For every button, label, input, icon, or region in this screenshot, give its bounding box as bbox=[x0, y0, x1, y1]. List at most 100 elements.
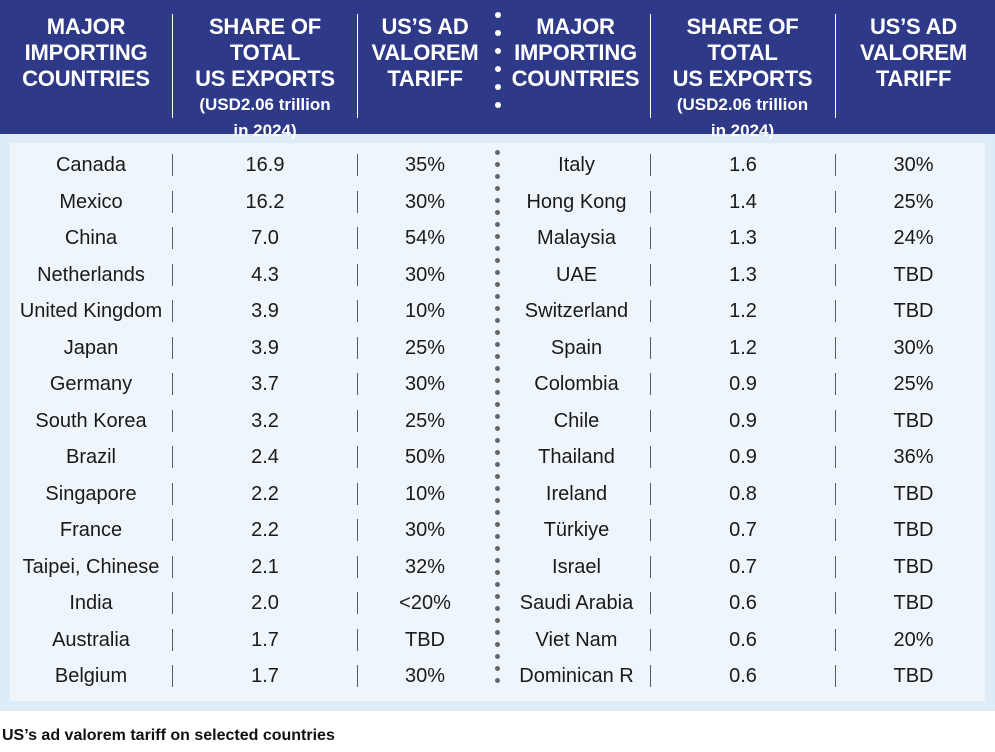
left-tariff-cell: TBD bbox=[405, 628, 445, 651]
divider-dot bbox=[495, 198, 500, 203]
column-divider bbox=[835, 409, 836, 432]
divider-dot bbox=[495, 582, 500, 587]
right-tariff-cell: 30% bbox=[893, 154, 934, 176]
column-divider bbox=[172, 665, 173, 687]
right-country-cell: Colombia bbox=[534, 373, 619, 395]
table-row: South Korea 3.2 25% Chile 0.9 TBD bbox=[0, 403, 995, 440]
divider-dot bbox=[495, 414, 500, 419]
left-country-cell: Japan bbox=[63, 336, 119, 359]
left-share-cell: 4.3 bbox=[251, 263, 279, 286]
right-share-cell: 0.9 bbox=[729, 446, 757, 468]
divider-dot bbox=[495, 246, 500, 251]
left-country-cell: Germany bbox=[49, 373, 133, 395]
right-tariff-cell: TBD bbox=[893, 592, 934, 614]
divider-dot bbox=[495, 594, 500, 599]
divider-dot bbox=[495, 318, 500, 323]
right-share-cell: 0.6 bbox=[729, 592, 757, 614]
header-countries-left: MAJOR IMPORTING COUNTRIES bbox=[0, 14, 172, 92]
header-share-right: SHARE OF TOTAL US EXPORTS (USD2.06 trill… bbox=[651, 14, 834, 144]
header-subtext: (USD2.06 trillion bbox=[199, 95, 331, 114]
column-divider bbox=[357, 300, 358, 322]
divider-dot bbox=[495, 222, 500, 227]
right-country-cell: Saudi Arabia bbox=[519, 592, 634, 614]
left-share-cell: 3.7 bbox=[251, 373, 279, 395]
divider-dot bbox=[495, 354, 500, 359]
divider-dot bbox=[495, 666, 500, 671]
divider-dot bbox=[495, 402, 500, 407]
left-share-cell: 2.4 bbox=[251, 446, 279, 468]
left-tariff-cell: 30% bbox=[404, 519, 446, 541]
column-divider bbox=[650, 263, 651, 286]
left-share-cell: 3.9 bbox=[251, 300, 279, 322]
right-tariff-cell: TBD bbox=[893, 263, 934, 286]
column-divider bbox=[357, 227, 358, 249]
divider-dot bbox=[495, 474, 500, 479]
column-divider bbox=[650, 409, 651, 432]
column-divider bbox=[835, 263, 836, 286]
left-country-cell: Singapore bbox=[45, 482, 137, 505]
right-share-cell: 0.7 bbox=[729, 519, 757, 541]
column-divider bbox=[172, 336, 173, 359]
right-tariff-cell: 24% bbox=[893, 227, 934, 249]
left-share-cell: 2.2 bbox=[251, 482, 279, 505]
left-share-cell: 1.7 bbox=[251, 628, 279, 651]
header-text: TARIFF bbox=[387, 66, 463, 91]
left-share-cell: 7.0 bbox=[251, 227, 279, 249]
column-divider bbox=[357, 263, 358, 286]
right-country-cell: Türkiye bbox=[543, 519, 610, 541]
column-divider bbox=[650, 628, 651, 651]
left-share-cell: 3.2 bbox=[251, 409, 279, 432]
header-text: VALOREM bbox=[860, 40, 967, 65]
column-divider bbox=[172, 592, 173, 614]
column-divider bbox=[357, 190, 358, 213]
column-divider bbox=[172, 409, 173, 432]
right-country-cell: Israel bbox=[552, 555, 601, 578]
right-country-cell: Chile bbox=[553, 409, 600, 432]
column-divider bbox=[835, 555, 836, 578]
right-country-cell: Ireland bbox=[545, 482, 608, 505]
left-tariff-cell: 50% bbox=[404, 446, 446, 468]
column-divider bbox=[835, 665, 836, 687]
right-tariff-cell: TBD bbox=[893, 555, 934, 578]
column-divider bbox=[357, 628, 358, 651]
divider-dot bbox=[495, 642, 500, 647]
header-text: IMPORTING bbox=[24, 40, 148, 65]
left-country-cell: Australia bbox=[52, 628, 130, 651]
right-country-cell: Switzerland bbox=[524, 300, 629, 322]
divider-dot bbox=[495, 606, 500, 611]
divider-dot bbox=[495, 330, 500, 335]
right-tariff-cell: 25% bbox=[893, 373, 934, 395]
column-divider bbox=[835, 519, 836, 541]
right-country-cell: Dominican R bbox=[519, 665, 634, 687]
column-divider bbox=[172, 482, 173, 505]
table-row: Belgium 1.7 30% Dominican R 0.6 TBD bbox=[0, 658, 995, 695]
header-text: MAJOR bbox=[46, 14, 126, 39]
divider-dot bbox=[495, 378, 500, 383]
table-row: France 2.2 30% Türkiye 0.7 TBD bbox=[0, 512, 995, 549]
right-share-cell: 0.6 bbox=[729, 665, 757, 687]
left-country-cell: United Kingdom bbox=[19, 300, 163, 322]
column-divider bbox=[357, 665, 358, 687]
right-share-cell: 1.2 bbox=[729, 300, 757, 322]
left-tariff-cell: 30% bbox=[404, 373, 446, 395]
left-tariff-cell: 54% bbox=[404, 227, 446, 249]
divider-dot bbox=[495, 366, 500, 371]
header-tariff-right: US’S AD VALOREM TARIFF bbox=[836, 14, 991, 92]
right-tariff-cell: 30% bbox=[893, 336, 934, 359]
left-country-cell: Mexico bbox=[59, 190, 123, 213]
header-text: SHARE OF TOTAL bbox=[686, 14, 799, 65]
right-country-cell: Viet Nam bbox=[535, 628, 618, 651]
column-divider bbox=[835, 227, 836, 249]
right-country-cell: Thailand bbox=[538, 446, 615, 468]
left-country-cell: Belgium bbox=[54, 665, 128, 687]
left-tariff-cell: 10% bbox=[404, 300, 446, 322]
column-divider bbox=[650, 665, 651, 687]
column-divider bbox=[835, 446, 836, 468]
right-country-cell: Italy bbox=[558, 154, 595, 176]
divider-dot bbox=[495, 258, 500, 263]
header-text: MAJOR bbox=[536, 14, 615, 39]
header-countries-right: MAJOR IMPORTING COUNTRIES bbox=[503, 14, 648, 92]
column-divider bbox=[357, 409, 358, 432]
left-share-cell: 2.0 bbox=[251, 592, 279, 614]
column-divider bbox=[172, 227, 173, 249]
